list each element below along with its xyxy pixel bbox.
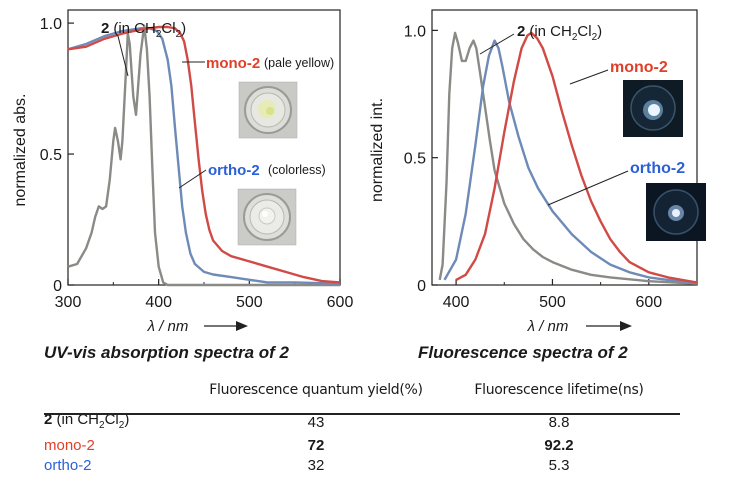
fl-series-group: [438, 31, 698, 285]
uv-y-tick-label: 0: [53, 278, 62, 295]
fl-axis-ticks: 400 500 600 0 0.5 1.0: [404, 23, 698, 311]
qy-value: 43: [307, 414, 325, 431]
table-row: 2 (in CH2Cl2) 43 8.8: [44, 404, 682, 436]
fl-y-tick-label: 0: [417, 278, 426, 295]
table-rule: [44, 413, 680, 415]
uv-ortho-note: (colorless): [268, 163, 326, 177]
uv-mono-label: mono-2: [206, 55, 260, 72]
fl-ortho-leader: [547, 170, 629, 206]
uv-y-tick-label: 0.5: [40, 147, 62, 164]
fl-y-tick-label: 0.5: [404, 151, 426, 168]
fl-mono-label: mono-2: [610, 59, 668, 76]
uv-series-group: [67, 24, 341, 287]
table-corner: [44, 382, 196, 404]
colorless-crystal-photo: [237, 188, 297, 246]
fl-arrow-icon: [586, 321, 632, 331]
fl-ylabel: normalized int.: [369, 98, 386, 202]
photophysical-table: Fluorescence quantum yield(%) Fluorescen…: [44, 382, 682, 476]
uv-series-gray: [67, 24, 340, 287]
uv-caption: UV-vis absorption spectra of 2: [44, 343, 289, 362]
uv-plot-frame: [67, 9, 341, 286]
pale-yellow-crystal-photo: [238, 81, 298, 139]
ortho-emission-photo: [646, 183, 706, 241]
lifetime-header: Fluorescence lifetime(ns): [474, 382, 644, 398]
table-row: mono-2 72 92.2: [44, 436, 682, 456]
fl-x-tick-label: 600: [635, 294, 662, 311]
fl-x-tick-label: 400: [443, 294, 470, 311]
fl-x-tick-label: 500: [539, 294, 566, 311]
uv-axis-ticks: 300 400 500 600 0 0.5 1.0: [40, 16, 354, 311]
uv-x-tick-label: 600: [327, 294, 354, 311]
lifetime-value: 8.8: [548, 414, 570, 431]
uv-x-tick-label: 500: [236, 294, 263, 311]
lifetime-value: 5.3: [548, 457, 570, 474]
uv-x-tick-label: 300: [55, 294, 82, 311]
row-label-2: 2 (in CH2Cl2): [44, 411, 130, 431]
row-label-ortho: ortho-2: [44, 457, 92, 474]
fl-series-red: [455, 31, 698, 284]
uv-y-tick-label: 1.0: [40, 16, 62, 33]
uv-gray-label: 2 (in CH2Cl2): [101, 20, 186, 40]
fluorescence-chart: 400 500 600 0 0.5 1.0 2 (in CH2Cl2) mono-2 ort…: [369, 9, 706, 335]
fl-ortho-label: ortho-2: [630, 160, 685, 177]
fl-series-gray: [438, 31, 698, 285]
fl-mono-leader: [569, 69, 609, 85]
qy-value: 72: [307, 437, 325, 454]
uv-xlabel: λ / nm: [147, 318, 189, 335]
fl-caption: Fluorescence spectra of 2: [418, 343, 628, 362]
fl-series-blue: [443, 39, 698, 284]
uv-ortho-label: ortho-2: [208, 162, 260, 179]
table-row: ortho-2 32 5.3: [44, 456, 682, 476]
row-label-mono: mono-2: [44, 437, 95, 454]
qy-header: Fluorescence quantum yield(%): [209, 382, 423, 398]
qy-value: 32: [307, 457, 325, 474]
uv-gray-leader: [117, 35, 129, 77]
table-header-row: Fluorescence quantum yield(%) Fluorescen…: [44, 382, 682, 404]
mono-emission-photo: [623, 80, 683, 137]
uv-ortho-leader: [178, 169, 207, 189]
uv-ylabel: normalized abs.: [12, 94, 29, 207]
lifetime-value: 92.2: [544, 437, 574, 454]
fl-plot-frame: [431, 9, 698, 286]
uv-x-tick-label: 400: [145, 294, 172, 311]
fl-y-tick-label: 1.0: [404, 23, 426, 40]
figure-canvas: 300 400 500 600 0 0.5 1.0 2 (in CH2Cl2) mono-2 …: [12, 9, 706, 335]
fl-xlabel: λ / nm: [527, 318, 569, 335]
fl-gray-leader: [479, 33, 515, 55]
uv-mono-note: (pale yellow): [264, 56, 334, 70]
uv-series-blue: [67, 27, 341, 285]
fl-gray-label: 2 (in CH2Cl2): [517, 23, 602, 43]
uv-series-red: [67, 25, 341, 284]
uv-arrow-icon: [204, 321, 248, 331]
